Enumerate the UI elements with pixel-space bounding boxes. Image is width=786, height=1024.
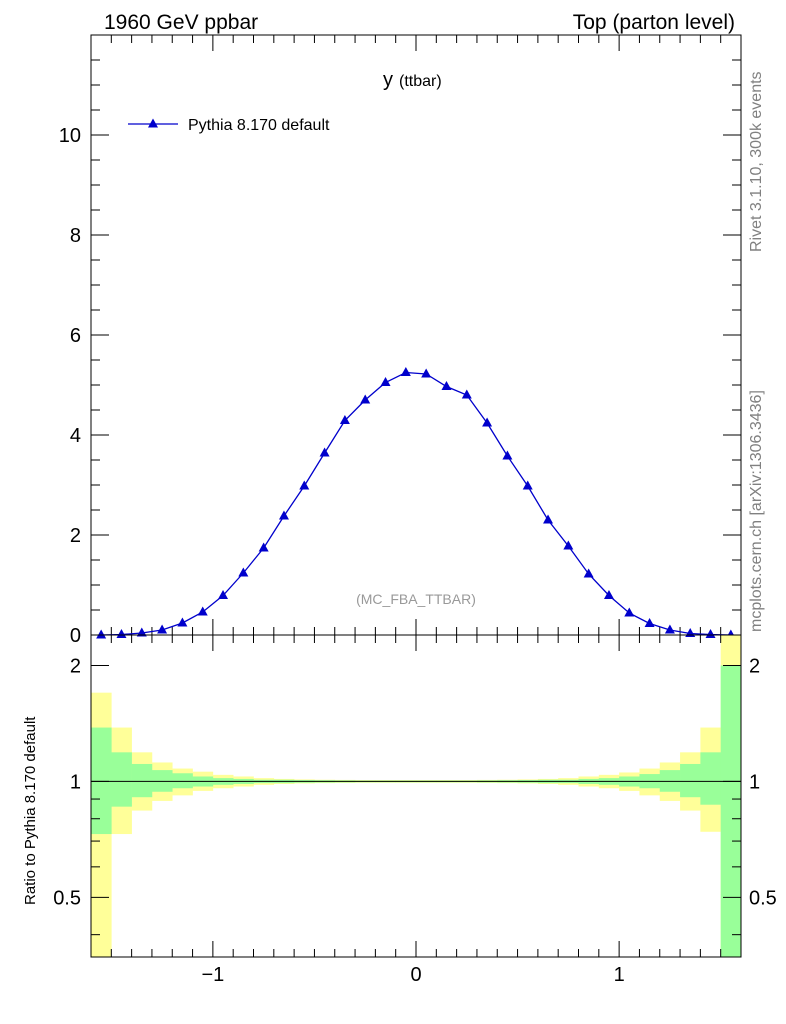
data-point xyxy=(400,367,411,376)
ratio-band-inner-bin xyxy=(172,773,193,789)
main-y-tick-label: 6 xyxy=(70,325,81,347)
plot-title-sub: (ttbar) xyxy=(399,73,442,90)
ratio-x-tick-label: 0 xyxy=(410,964,421,986)
data-point xyxy=(644,618,655,627)
ratio-panel: 0.5 0.5 1 1 2 2 −1 0 1 Ratio to Pythia 8.170 de… xyxy=(22,634,777,986)
data-point xyxy=(258,542,269,552)
data-point xyxy=(96,629,107,639)
data-point xyxy=(664,624,675,634)
ratio-uncertainty-bands xyxy=(91,635,742,957)
ratio-y-tick-label: 0.5 xyxy=(53,887,81,909)
data-point xyxy=(563,540,574,550)
ratio-band-inner-bin xyxy=(700,752,721,805)
data-point xyxy=(441,381,452,390)
main-panel: 0 2 4 6 8 10 y (ttbar) (MC_FBA_TTBAR) Pythia 8… xyxy=(59,34,742,647)
main-y-tick-label: 4 xyxy=(70,425,81,447)
data-point xyxy=(197,606,208,616)
main-axis-ticks xyxy=(90,34,742,636)
plot-title: y (ttbar) xyxy=(383,69,442,91)
main-y-tick-label: 0 xyxy=(70,625,81,647)
ratio-y-tick-label-right: 1 xyxy=(749,771,760,793)
ratio-y-axis-label: Ratio to Pythia 8.170 default xyxy=(22,716,39,905)
ratio-y-tick-label: 2 xyxy=(70,655,81,677)
plot-title-main: y xyxy=(383,69,393,91)
ratio-y-tick-label-right: 2 xyxy=(749,655,760,677)
main-y-tick-labels: 0 2 4 6 8 10 xyxy=(59,125,81,647)
data-point xyxy=(218,590,229,599)
data-point xyxy=(278,510,289,520)
data-point xyxy=(482,417,493,427)
ratio-axis-ticks xyxy=(90,635,742,957)
legend-marker-triangle xyxy=(148,118,158,128)
ratio-band-inner-bin xyxy=(680,763,701,798)
mcplots-reference-label: mcplots.cern.ch [arXiv:1306.3436] xyxy=(748,390,765,632)
analysis-watermark: (MC_FBA_TTBAR) xyxy=(356,591,476,607)
data-point xyxy=(522,480,533,490)
ratio-x-tick-label: 1 xyxy=(614,964,625,986)
main-y-tick-label: 8 xyxy=(70,225,81,247)
data-point xyxy=(116,629,127,638)
data-point xyxy=(238,567,249,577)
ratio-x-tick-labels: −1 0 1 xyxy=(201,964,624,986)
main-y-tick-label: 2 xyxy=(70,525,81,547)
data-point xyxy=(603,590,614,599)
legend: Pythia 8.170 default xyxy=(128,117,330,134)
ratio-x-tick-label: −1 xyxy=(201,964,224,986)
series-line xyxy=(101,371,731,636)
data-point xyxy=(319,447,330,457)
data-point xyxy=(705,629,716,638)
data-point xyxy=(360,394,371,404)
data-point xyxy=(421,368,432,378)
ratio-band-inner-bin xyxy=(91,727,112,835)
ratio-band-inner-bin xyxy=(720,665,742,957)
ratio-frame xyxy=(90,634,742,958)
data-point xyxy=(380,377,391,386)
ratio-band-inner-bin xyxy=(131,763,153,798)
data-point xyxy=(299,480,310,490)
data-point xyxy=(543,514,554,524)
rivet-version-label: Rivet 3.1.10, 300k events xyxy=(748,71,765,252)
data-point xyxy=(461,389,472,399)
data-point xyxy=(502,450,513,460)
header-left-label: 1960 GeV ppbar xyxy=(104,11,258,34)
ratio-y-tick-label-right: 0.5 xyxy=(749,887,777,909)
series-pythia xyxy=(96,367,736,639)
header-right-label: Top (parton level) xyxy=(573,11,735,34)
data-point xyxy=(136,627,147,637)
main-y-tick-label: 10 xyxy=(59,125,81,147)
ratio-y-tick-labels: 0.5 0.5 1 1 2 2 xyxy=(53,655,777,909)
data-point xyxy=(624,607,635,617)
data-point xyxy=(157,624,168,634)
ratio-band-inner-bin xyxy=(111,752,132,807)
ratio-y-tick-label: 1 xyxy=(70,771,81,793)
legend-label: Pythia 8.170 default xyxy=(188,117,330,134)
data-point xyxy=(339,415,350,424)
data-point xyxy=(177,617,188,627)
data-point xyxy=(583,568,594,578)
